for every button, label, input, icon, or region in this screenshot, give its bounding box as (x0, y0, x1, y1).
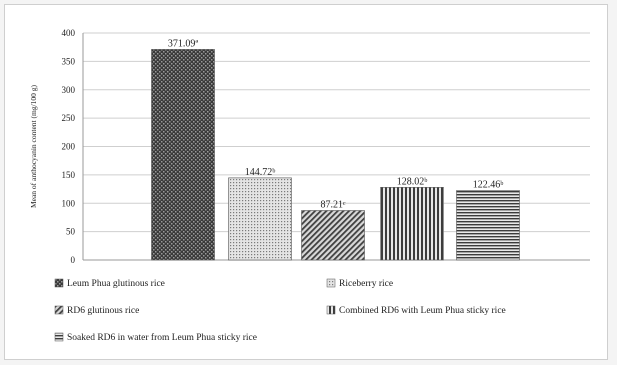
bar-5 (456, 190, 520, 261)
legend-label-2: Riceberry rice (339, 279, 393, 289)
data-label-3: 87.21ᶜ (320, 200, 346, 211)
y-tick-label: 350 (62, 56, 76, 66)
legend-label-5: Soaked RD6 in water from Leum Phua stick… (67, 332, 257, 343)
y-axis-title: Mean of anthocyanin content (mg/100 g) (29, 84, 38, 208)
bar-4 (380, 187, 444, 261)
data-label-4: 128.02ᵇ (397, 176, 428, 187)
anthocyanin-bar-chart: Mean of anthocyanin content (mg/100 g) 0 5… (29, 28, 590, 343)
y-tick-label: 0 (71, 255, 76, 265)
y-tick-label: 150 (62, 170, 76, 180)
legend-label-3: RD6 glutinous rice (67, 306, 139, 316)
y-tick-label: 300 (62, 85, 76, 95)
bar-1 (151, 49, 215, 261)
legend-swatch-5 (54, 332, 64, 342)
y-tick-label: 50 (66, 227, 76, 237)
chart-frame: Mean of anthocyanin content (mg/100 g) 0 5… (4, 4, 608, 360)
data-label-5: 122.46ᵇ (473, 180, 504, 191)
data-label-1: 371.09ª (168, 38, 199, 49)
legend-swatch-3 (54, 305, 64, 315)
y-tick-label: 400 (62, 28, 76, 38)
data-label-2: 144.72ᵇ (245, 167, 276, 178)
bar-3 (301, 210, 365, 261)
legend-swatch-4 (326, 305, 336, 315)
legend-swatch-2 (326, 278, 336, 288)
y-tick-label: 250 (62, 113, 76, 123)
bar-2 (228, 177, 292, 261)
legend-swatch-1 (54, 278, 64, 288)
y-tick-label: 200 (62, 142, 76, 152)
y-tick-label: 100 (62, 198, 76, 208)
legend-label-4: Combined RD6 with Leum Phua sticky rice (339, 306, 506, 316)
legend-label-1: Leum Phua glutinous rice (67, 279, 165, 289)
